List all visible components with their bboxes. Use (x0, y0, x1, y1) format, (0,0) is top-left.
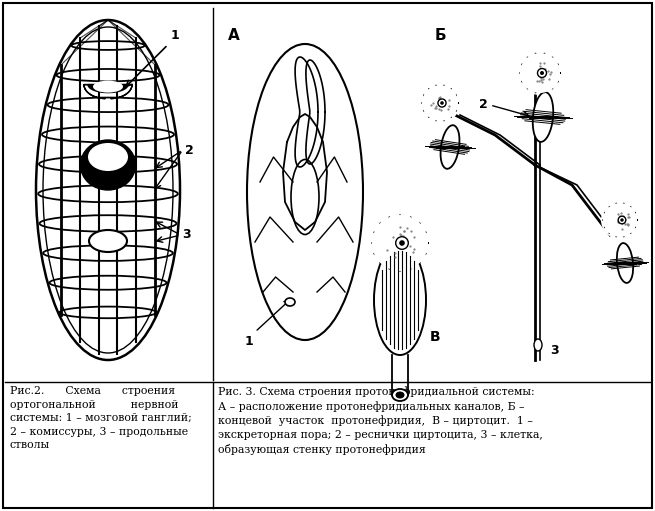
Text: 2: 2 (479, 99, 488, 111)
Ellipse shape (285, 298, 295, 306)
Ellipse shape (89, 230, 127, 252)
Text: 3: 3 (183, 228, 191, 242)
Ellipse shape (93, 81, 123, 92)
Ellipse shape (538, 68, 546, 78)
Text: 2: 2 (185, 144, 193, 156)
Ellipse shape (81, 140, 136, 190)
Polygon shape (84, 85, 106, 99)
Ellipse shape (518, 51, 562, 95)
Text: Рис.2.      Схема      строения
ортогональной          нервной
системы: 1 – мозг: Рис.2. Схема строения ортогональной нерв… (10, 386, 192, 450)
Ellipse shape (603, 203, 637, 237)
Ellipse shape (617, 243, 633, 283)
Ellipse shape (440, 101, 444, 105)
Ellipse shape (374, 245, 426, 355)
Text: 3: 3 (550, 343, 559, 357)
Polygon shape (110, 85, 132, 99)
Ellipse shape (438, 99, 446, 107)
Text: 1: 1 (244, 335, 253, 348)
Ellipse shape (399, 240, 405, 246)
Ellipse shape (420, 83, 460, 123)
Ellipse shape (422, 85, 458, 121)
Ellipse shape (370, 213, 430, 273)
Text: Рис. 3. Схема строения протонефридиальной системы:
А – расположение протонефриди: Рис. 3. Схема строения протонефридиально… (218, 386, 543, 455)
Text: Б: Б (435, 28, 447, 43)
Ellipse shape (618, 216, 626, 224)
Ellipse shape (36, 20, 180, 360)
Text: А: А (228, 28, 240, 43)
Ellipse shape (396, 391, 405, 399)
Polygon shape (88, 85, 128, 92)
Ellipse shape (392, 389, 408, 401)
Ellipse shape (533, 92, 553, 142)
Ellipse shape (396, 237, 408, 249)
Ellipse shape (534, 339, 542, 351)
Ellipse shape (88, 143, 128, 171)
Text: 1: 1 (171, 29, 179, 41)
Ellipse shape (441, 125, 460, 169)
Ellipse shape (540, 71, 544, 75)
Ellipse shape (247, 44, 363, 340)
Ellipse shape (620, 218, 624, 222)
Ellipse shape (372, 215, 428, 271)
Text: В: В (430, 330, 441, 344)
Ellipse shape (601, 201, 639, 239)
Ellipse shape (520, 53, 560, 93)
